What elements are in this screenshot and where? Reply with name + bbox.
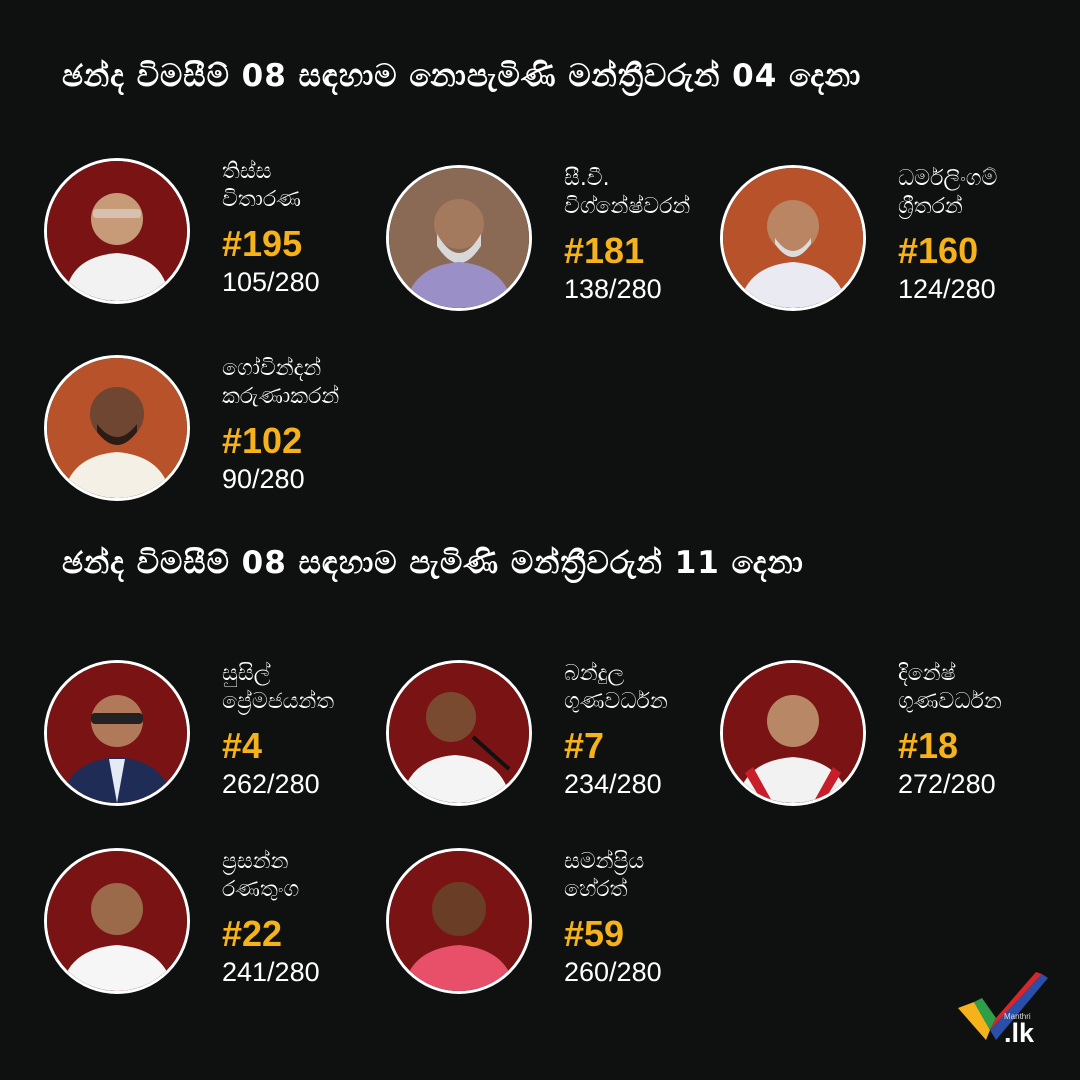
member-photo bbox=[44, 355, 190, 501]
member-name-line2: විග්නේෂ්වරන් bbox=[564, 194, 691, 219]
member-card: සී.වී. විග්නේෂ්වරන් #181 138/280 bbox=[386, 165, 706, 315]
member-photo bbox=[386, 848, 532, 994]
member-name-line1: ධර්මලිංගම් bbox=[898, 166, 998, 191]
member-card: ගෝවින්දන් කරුණාකරන් #102 90/280 bbox=[44, 355, 364, 505]
member-score: 260/280 bbox=[564, 957, 662, 987]
member-name-line1: ගෝවින්දන් bbox=[222, 356, 322, 381]
member-card: ධර්මලිංගම් ශ්‍රීතරන් #160 124/280 bbox=[720, 165, 1040, 315]
member-photo bbox=[44, 660, 190, 806]
logo-main-text: .lk bbox=[1004, 1018, 1035, 1048]
member-name-line1: සමන්ප්‍රිය bbox=[564, 849, 645, 874]
member-name-line2: හේරත් bbox=[564, 877, 628, 902]
member-name-line1: බන්දුල bbox=[564, 661, 625, 686]
member-card: සුසිල් ප්‍රේමජයන්ත #4 262/280 bbox=[44, 660, 364, 810]
member-score: 124/280 bbox=[898, 274, 996, 304]
member-score: 90/280 bbox=[222, 464, 305, 494]
member-name-line1: සී.වී. bbox=[564, 166, 610, 191]
member-name-line2: රණතුංග bbox=[222, 877, 300, 902]
person-icon bbox=[47, 161, 187, 301]
member-name-line1: දිනේෂ් bbox=[898, 661, 956, 686]
logo-small-text: Manthri bbox=[1004, 1012, 1031, 1021]
member-rank: #160 bbox=[898, 230, 979, 271]
member-photo bbox=[386, 165, 532, 311]
member-card: තිස්ස විතාරණ #195 105/280 bbox=[44, 158, 364, 308]
member-score: 234/280 bbox=[564, 769, 662, 799]
member-name-line1: තිස්ස bbox=[222, 159, 272, 184]
member-name-line2: ගුණවර්ධන bbox=[564, 689, 668, 714]
member-score: 105/280 bbox=[222, 267, 320, 297]
member-photo bbox=[44, 848, 190, 994]
member-name-line2: ප්‍රේමජයන්ත bbox=[222, 689, 335, 714]
member-score: 138/280 bbox=[564, 274, 662, 304]
member-photo bbox=[720, 660, 866, 806]
member-score: 262/280 bbox=[222, 769, 320, 799]
checkmark-logo-icon bbox=[958, 972, 1048, 1040]
member-card: දිනේෂ් ගුණවර්ධන #18 272/280 bbox=[720, 660, 1040, 810]
person-icon bbox=[47, 358, 187, 498]
member-photo bbox=[44, 158, 190, 304]
member-score: 272/280 bbox=[898, 769, 996, 799]
person-icon bbox=[389, 663, 529, 803]
person-icon bbox=[389, 168, 529, 308]
member-rank: #7 bbox=[564, 725, 605, 766]
member-card: බන්දුල ගුණවර්ධන #7 234/280 bbox=[386, 660, 706, 810]
member-card: ප්‍රසන්න රණතුංග #22 241/280 bbox=[44, 848, 364, 998]
member-name-line2: ගුණවර්ධන bbox=[898, 689, 1002, 714]
section-heading-absent: ඡන්ද විමසීම් 08 සඳහාම නොපැමිණි මන්ත්‍රීව… bbox=[62, 58, 862, 94]
member-score: 241/280 bbox=[222, 957, 320, 987]
member-name-line1: සුසිල් bbox=[222, 661, 271, 686]
member-photo bbox=[720, 165, 866, 311]
person-icon bbox=[723, 663, 863, 803]
person-icon bbox=[47, 851, 187, 991]
person-icon bbox=[47, 663, 187, 803]
person-icon bbox=[723, 168, 863, 308]
member-rank: #4 bbox=[222, 725, 263, 766]
member-rank: #195 bbox=[222, 223, 303, 264]
member-rank: #18 bbox=[898, 725, 959, 766]
member-card: සමන්ප්‍රිය හේරත් #59 260/280 bbox=[386, 848, 706, 998]
member-rank: #181 bbox=[564, 230, 645, 271]
person-icon bbox=[389, 851, 529, 991]
member-rank: #102 bbox=[222, 420, 303, 461]
member-name-line2: විතාරණ bbox=[222, 187, 301, 212]
member-name-line1: ප්‍රසන්න bbox=[222, 849, 289, 874]
member-photo bbox=[386, 660, 532, 806]
member-rank: #22 bbox=[222, 913, 283, 954]
member-name-line2: කරුණාකරන් bbox=[222, 384, 340, 409]
member-name-line2: ශ්‍රීතරන් bbox=[898, 194, 963, 219]
section-heading-present: ඡන්ද විමසීම් 08 සඳහාම පැමිණි මන්ත්‍රීවරු… bbox=[62, 545, 804, 581]
member-rank: #59 bbox=[564, 913, 625, 954]
